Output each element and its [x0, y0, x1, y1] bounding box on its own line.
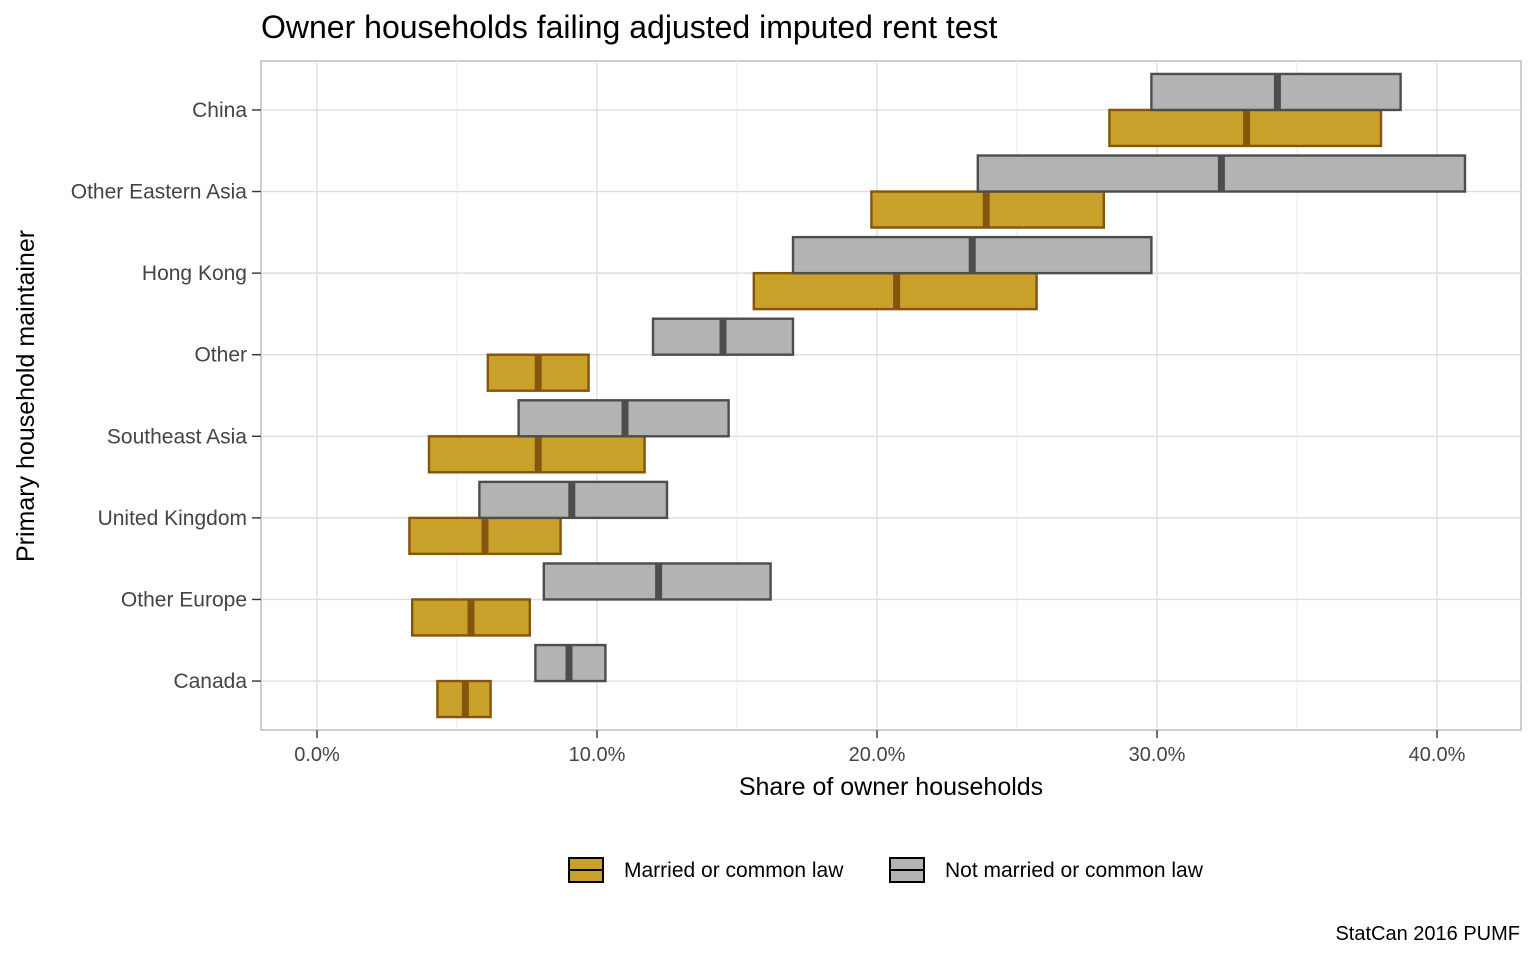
range-bar — [752, 271, 1038, 311]
range-bar — [651, 317, 795, 356]
range-bar — [870, 190, 1106, 229]
y-tick-label: China — [192, 99, 247, 122]
legend-item: Not married or common law — [889, 857, 1204, 883]
y-category-labels: China Other Eastern Asia Hong Kong Other Sou… — [71, 99, 261, 693]
range-bar — [542, 562, 772, 601]
legend-item: Married or common law — [568, 857, 844, 883]
y-axis-title: Primary household maintainer — [12, 230, 40, 562]
range-bar — [976, 154, 1467, 193]
y-tick-label: Hong Kong — [142, 262, 247, 285]
y-tick-label: Other Eastern Asia — [71, 181, 248, 204]
range-bar — [436, 679, 492, 719]
legend-label: Married or common law — [624, 859, 844, 882]
y-tick-label: Other — [194, 344, 247, 367]
legend-label: Not married or common law — [945, 859, 1204, 882]
x-tick-label: 40.0% — [1409, 744, 1466, 766]
y-tick-label: United Kingdom — [98, 507, 247, 530]
range-bar — [517, 399, 730, 438]
y-tick-label: Southeast Asia — [107, 425, 247, 448]
range-bar — [486, 353, 590, 392]
range-bar — [408, 516, 562, 556]
range-bar — [1150, 72, 1402, 112]
caption: StatCan 2016 PUMF — [1335, 923, 1520, 945]
legend: Married or common law Not married or comm… — [568, 857, 1204, 883]
range-bar — [478, 480, 669, 520]
x-tick-labels: 0.0% 10.0% 20.0% 30.0% 40.0% — [294, 730, 1466, 766]
x-axis-title: Share of owner households — [739, 773, 1043, 801]
y-tick-label: Canada — [173, 670, 247, 693]
range-bar — [411, 598, 532, 637]
x-tick-label: 20.0% — [849, 744, 906, 766]
x-tick-label: 30.0% — [1129, 744, 1186, 766]
range-bar — [791, 235, 1153, 275]
range-bar — [427, 435, 646, 474]
range-bar — [1108, 108, 1383, 148]
y-tick-label: Other Europe — [121, 588, 247, 611]
chart-title: Owner households failing adjusted impute… — [261, 9, 998, 45]
x-tick-label: 10.0% — [569, 744, 626, 766]
x-tick-label: 0.0% — [294, 744, 340, 766]
range-bar — [534, 643, 607, 683]
range-bars — [408, 72, 1467, 719]
